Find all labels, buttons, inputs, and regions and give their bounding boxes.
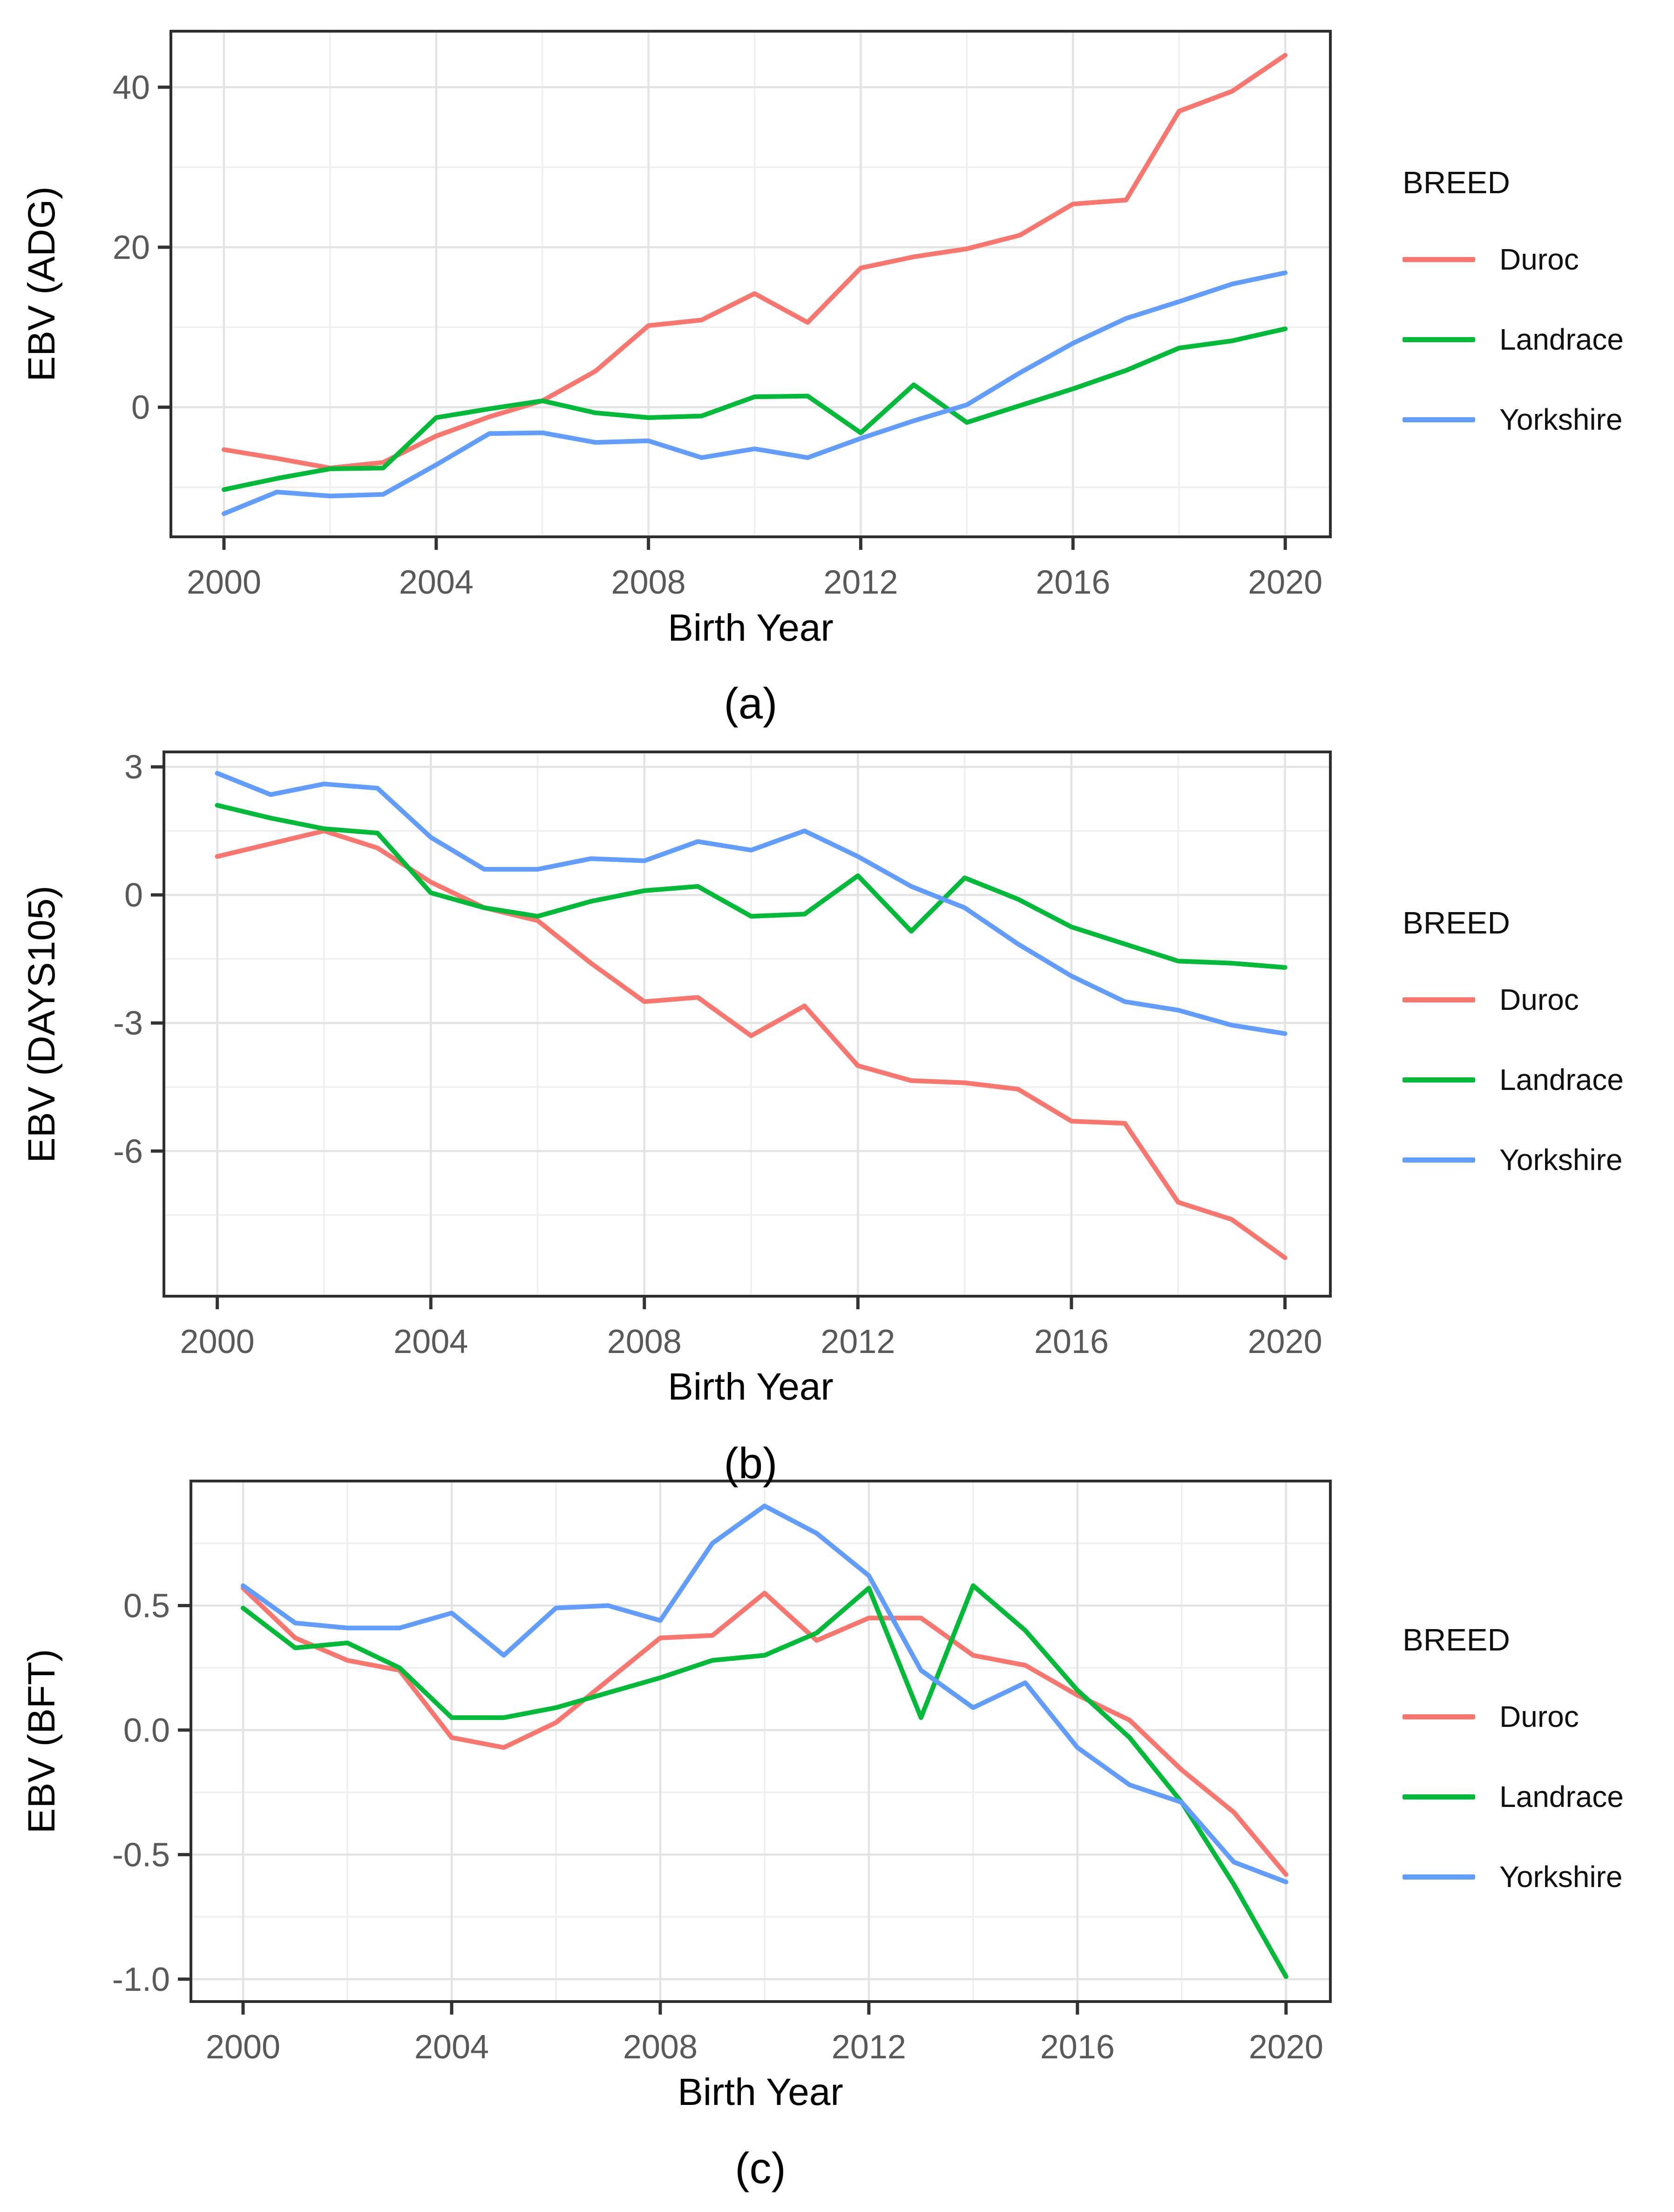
panel-border [163,751,1332,1298]
legend-title: BREED [1403,1623,1510,1657]
legend-item-label: Yorkshire [1499,403,1623,436]
chart-c-plot: 2000 2004 2008 2012 2016 2020 0.5 0.0 -0.5 -1.0 [112,1480,1332,2066]
y-tick-label: 0.0 [123,1712,170,1749]
series-line-landrace [215,803,1288,970]
panel-background [171,31,1330,537]
legend-key-line-landrace-icon [1403,337,1475,342]
panel-caption-c: (c) [735,2144,786,2192]
legend-item-label: Landrace [1499,1063,1624,1096]
legend-item-yorkshire: Yorkshire [1403,1120,1674,1200]
x-tick-label: 2000 [180,1323,255,1360]
legend-item-landrace: Landrace [1403,1040,1674,1120]
legend-key-line-duroc-icon [1403,257,1475,262]
legend-rows: Duroc Landrace Yorkshire [1403,960,1674,1200]
x-tick-label: 2020 [1249,2029,1323,2066]
x-tick-label: 2000 [187,564,261,601]
legend-item-duroc: Duroc [1403,219,1674,299]
series-line-yorkshire [215,771,1288,1036]
legend-title: BREED [1403,906,1510,940]
series-line-duroc [215,828,1288,1260]
y-tick-label: -1.0 [112,1961,170,1998]
y-axis-title-a: EBV (ADG) [20,186,63,382]
x-tick-label: 2004 [414,2029,489,2066]
legend-item-landrace: Landrace [1403,299,1674,379]
legend-item-label: Yorkshire [1499,1860,1623,1894]
chart-b-plot: 2000 2004 2008 2012 2016 2020 3 0 -3 -6 [113,749,1332,1360]
x-tick-label: 2004 [399,564,474,601]
x-tick-label: 2008 [611,564,686,601]
legend-key-line-duroc-icon [1403,1714,1475,1719]
x-tick-label: 2020 [1248,564,1322,601]
legend-key-line-yorkshire-icon [1403,1157,1475,1163]
x-tick-label: 2012 [823,564,898,601]
legend-item-landrace: Landrace [1403,1757,1674,1837]
legend-rows: Duroc Landrace Yorkshire [1403,1677,1674,1917]
panel-border [169,30,1332,538]
y-tick-label: 0.5 [123,1587,170,1624]
x-tick-label: 2020 [1247,1323,1322,1360]
legend-key-line-yorkshire-icon [1403,1874,1475,1880]
panel-caption-b: (b) [724,1439,778,1488]
x-tick-label: 2012 [820,1323,895,1360]
legend-item-duroc: Duroc [1403,960,1674,1040]
x-axis-title-c: Birth Year [678,2071,843,2113]
y-tick-label: 0 [124,877,143,914]
legend-key-line-landrace-icon [1403,1077,1475,1082]
legend-key-line-yorkshire-icon [1403,417,1475,422]
series-line-yorkshire [241,1503,1288,1885]
legend-b: BREED Duroc Landrace Yorkshire [1403,906,1674,1200]
x-tick-label: 2016 [1034,1323,1109,1360]
y-tick-label: 3 [124,749,143,786]
legend-key-line-landrace-icon [1403,1794,1475,1799]
legend-item-duroc: Duroc [1403,1677,1674,1757]
y-tick-label: -3 [113,1005,143,1042]
y-tick-label: 20 [113,229,150,266]
x-tick-label: 2008 [607,1323,682,1360]
legend-item-yorkshire: Yorkshire [1403,1837,1674,1917]
panel-background [191,1481,1330,2002]
series-line-duroc [241,1586,1288,1877]
x-axis-title-b: Birth Year [668,1366,834,1408]
legend-item-yorkshire: Yorkshire [1403,379,1674,460]
legend-c: BREED Duroc Landrace Yorkshire [1403,1623,1674,1917]
legend-rows: Duroc Landrace Yorkshire [1403,219,1674,460]
x-tick-label: 2004 [393,1323,468,1360]
x-tick-label: 2016 [1036,564,1110,601]
series-line-yorkshire [222,270,1288,516]
legend-item-label: Landrace [1499,1780,1624,1813]
y-tick-label: 40 [113,69,150,106]
y-axis-title-c: EBV (BFT) [20,1649,63,1834]
panel-border [190,1480,1332,2003]
y-tick-label: -0.5 [112,1836,170,1874]
x-tick-label: 2000 [206,2029,280,2066]
y-tick-label: 0 [131,389,150,426]
x-tick-label: 2012 [832,2029,906,2066]
legend-item-label: Duroc [1499,983,1579,1016]
legend-a: BREED Duroc Landrace Yorkshire [1403,165,1674,460]
legend-item-label: Duroc [1499,243,1579,276]
x-tick-label: 2016 [1040,2029,1115,2066]
legend-item-label: Yorkshire [1499,1143,1623,1177]
x-axis-title-a: Birth Year [668,607,834,649]
x-tick-label: 2008 [623,2029,698,2066]
chart-a-plot: 2000 2004 2008 2012 2016 2020 40 20 0 [113,30,1332,601]
series-line-landrace [241,1583,1288,1979]
legend-item-label: Landrace [1499,323,1624,356]
legend-item-label: Duroc [1499,1700,1579,1733]
y-axis-title-b: EBV (DAYS105) [20,886,63,1163]
series-line-landrace [222,326,1288,492]
y-tick-label: -6 [113,1133,143,1170]
legend-title: BREED [1403,165,1510,200]
legend-key-line-duroc-icon [1403,997,1475,1002]
panel-caption-a: (a) [724,679,778,728]
